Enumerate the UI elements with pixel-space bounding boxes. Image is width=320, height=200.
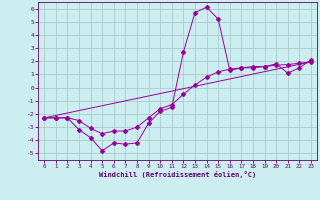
X-axis label: Windchill (Refroidissement éolien,°C): Windchill (Refroidissement éolien,°C) xyxy=(99,171,256,178)
